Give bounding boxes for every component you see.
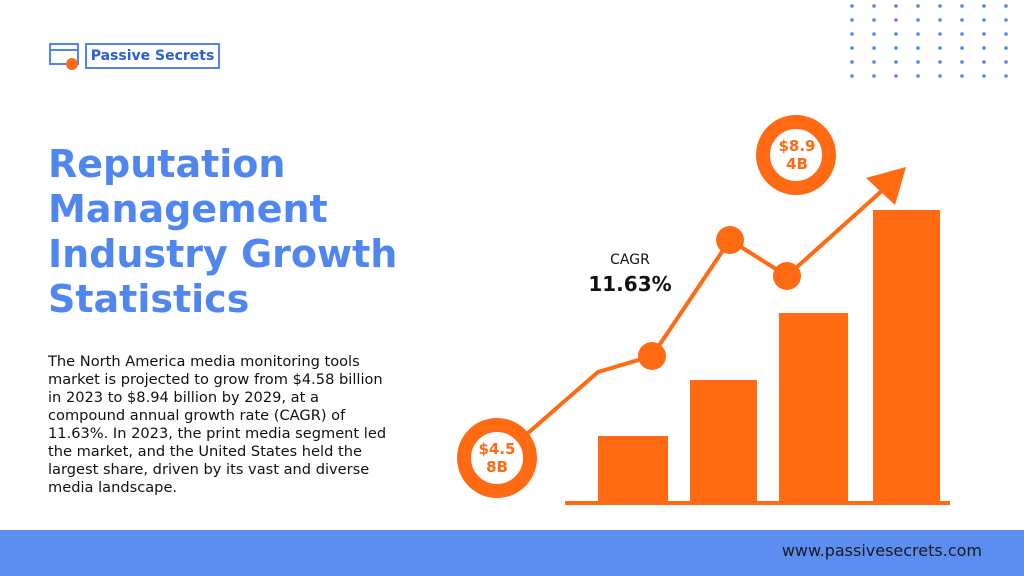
dot <box>1004 4 1008 8</box>
dot <box>916 60 920 64</box>
dot <box>872 60 876 64</box>
dot <box>894 4 898 8</box>
dot-grid <box>850 4 1008 78</box>
dot <box>982 46 986 50</box>
dot <box>850 32 854 36</box>
dot <box>938 60 942 64</box>
dot <box>916 74 920 78</box>
trend-dots <box>638 226 801 370</box>
dot <box>960 46 964 50</box>
start-label: $4.58B <box>478 440 516 476</box>
dot <box>850 4 854 8</box>
dot <box>938 74 942 78</box>
logo-icon <box>49 43 79 70</box>
dot <box>850 74 854 78</box>
dot <box>982 60 986 64</box>
dot <box>916 32 920 36</box>
dot <box>894 60 898 64</box>
footer-url[interactable]: www.passivesecrets.com <box>781 541 982 560</box>
footer-bar <box>0 530 1024 576</box>
dot <box>872 18 876 22</box>
dot <box>850 18 854 22</box>
dot <box>872 74 876 78</box>
dot <box>960 32 964 36</box>
dot <box>938 18 942 22</box>
dot <box>1004 74 1008 78</box>
dot <box>1004 46 1008 50</box>
dot <box>872 4 876 8</box>
dot <box>938 4 942 8</box>
dot <box>938 46 942 50</box>
dot <box>872 46 876 50</box>
dot <box>850 60 854 64</box>
dot <box>894 32 898 36</box>
trend-line <box>518 186 887 442</box>
logo[interactable]: Passive Secrets <box>85 43 220 69</box>
body-text: The North America media monitoring tools… <box>48 353 387 496</box>
cagr-label: CAGR <box>610 252 650 268</box>
cagr-value: 11.63% <box>588 272 672 296</box>
dot <box>960 60 964 64</box>
arrow-head <box>866 167 906 205</box>
bars <box>598 210 940 502</box>
dot <box>982 4 986 8</box>
dot <box>960 4 964 8</box>
dot <box>982 74 986 78</box>
end-circle <box>756 115 836 195</box>
dot <box>894 46 898 50</box>
dot <box>960 74 964 78</box>
dot <box>916 18 920 22</box>
dot <box>1004 18 1008 22</box>
dot <box>872 32 876 36</box>
dot <box>916 4 920 8</box>
start-circle <box>457 418 537 498</box>
title: Reputation Management Industry Growth St… <box>48 142 398 321</box>
dot <box>916 46 920 50</box>
end-label: $8.94B <box>778 137 816 173</box>
dot <box>960 18 964 22</box>
dot <box>850 46 854 50</box>
dot <box>1004 32 1008 36</box>
dot <box>894 74 898 78</box>
dot <box>982 18 986 22</box>
dot <box>982 32 986 36</box>
dot <box>938 32 942 36</box>
dot <box>1004 60 1008 64</box>
dot <box>894 18 898 22</box>
